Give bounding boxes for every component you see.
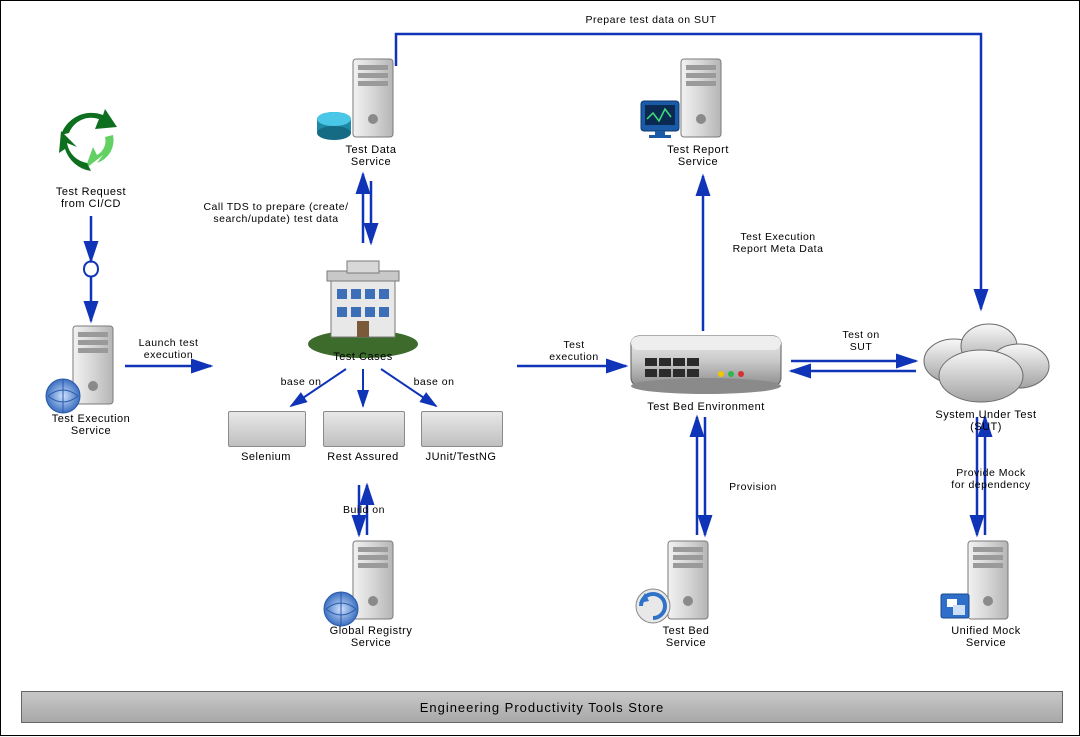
label-testbed-env: Test Bed Environment	[611, 401, 801, 413]
label-testcases: Test Cases	[303, 351, 423, 363]
banner-tools-store: Engineering Productivity Tools Store	[21, 691, 1063, 723]
drive-restassured	[323, 411, 405, 447]
label-global-registry: Global Registry Service	[306, 625, 436, 649]
label-test-request: Test Request from CI/CD	[31, 186, 151, 210]
edge-testexec: Test execution	[529, 339, 619, 363]
label-unified-mock: Unified Mock Service	[921, 625, 1051, 649]
label-selenium: Selenium	[223, 451, 309, 463]
edge-reportmeta: Test Execution Report Meta Data	[713, 231, 843, 255]
edge-provision: Provision	[713, 481, 793, 493]
edge-calltds: Call TDS to prepare (create/ search/upda…	[186, 201, 366, 225]
edge-providemock: Provide Mock for dependency	[931, 467, 1051, 491]
banner-label: Engineering Productivity Tools Store	[420, 700, 665, 715]
label-testbed-service: Test Bed Service	[626, 625, 746, 649]
edge-launch: Launch test execution	[121, 337, 216, 361]
label-restassured: Rest Assured	[317, 451, 409, 463]
label-test-data-service: Test Data Service	[311, 144, 431, 168]
drive-selenium	[228, 411, 306, 447]
drive-junit	[421, 411, 503, 447]
edge-buildon: Build on	[319, 504, 409, 516]
edge-baseon-l: base on	[266, 376, 336, 388]
edge-testonsut: Test on SUT	[821, 329, 901, 353]
edge-baseon-r: base on	[399, 376, 469, 388]
label-junit: JUnit/TestNG	[415, 451, 507, 463]
label-test-report: Test Report Service	[633, 144, 763, 168]
diagram-canvas: Test Request from CI/CD Test Execution S…	[0, 0, 1080, 736]
label-test-exec-service: Test Execution Service	[31, 413, 151, 437]
arrows-layer	[1, 1, 1080, 737]
label-sut: System Under Test (SUT)	[906, 409, 1066, 433]
edge-preparetestdata: Prepare test data on SUT	[541, 14, 761, 26]
